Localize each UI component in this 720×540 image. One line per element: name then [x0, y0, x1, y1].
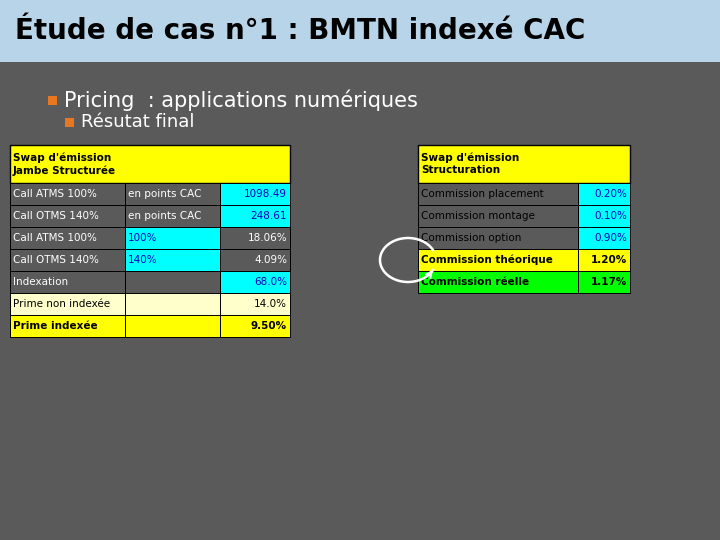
Bar: [418, 205, 578, 227]
Text: 0.10%: 0.10%: [594, 211, 627, 221]
Bar: [418, 249, 578, 271]
Text: 1.20%: 1.20%: [590, 255, 627, 265]
Text: Call ATMS 100%: Call ATMS 100%: [13, 233, 97, 243]
Text: Call OTMS 140%: Call OTMS 140%: [13, 211, 99, 221]
Text: 100%: 100%: [128, 233, 158, 243]
Bar: [220, 315, 290, 337]
Bar: [125, 271, 220, 293]
Bar: [418, 183, 578, 205]
Bar: [578, 205, 630, 227]
Text: Swap d'émission
Structuration: Swap d'émission Structuration: [421, 152, 519, 176]
Text: 1098.49: 1098.49: [244, 189, 287, 199]
Text: Prime indexée: Prime indexée: [13, 321, 98, 331]
Text: 1.17%: 1.17%: [590, 277, 627, 287]
Text: en points CAC: en points CAC: [128, 189, 202, 199]
Bar: [10, 145, 290, 183]
Bar: [10, 205, 125, 227]
Text: 9.50%: 9.50%: [251, 321, 287, 331]
Text: Commission réelle: Commission réelle: [421, 277, 529, 287]
Bar: [10, 315, 125, 337]
Bar: [125, 249, 220, 271]
Bar: [220, 249, 290, 271]
Text: Commission théorique: Commission théorique: [421, 255, 553, 265]
Text: en points CAC: en points CAC: [128, 211, 202, 221]
Text: 0.20%: 0.20%: [594, 189, 627, 199]
Bar: [220, 227, 290, 249]
Bar: [125, 227, 220, 249]
Bar: [220, 183, 290, 205]
Bar: [10, 227, 125, 249]
Bar: [65, 118, 74, 126]
Text: 68.0%: 68.0%: [254, 277, 287, 287]
Text: Swap d'émission
Jambe Structurée: Swap d'émission Jambe Structurée: [13, 152, 116, 176]
Bar: [125, 315, 220, 337]
Text: 18.06%: 18.06%: [248, 233, 287, 243]
Text: Commission placement: Commission placement: [421, 189, 544, 199]
Text: Call OTMS 140%: Call OTMS 140%: [13, 255, 99, 265]
Text: Pricing  : applications numériques: Pricing : applications numériques: [64, 89, 418, 111]
Text: Indexation: Indexation: [13, 277, 68, 287]
Bar: [48, 96, 57, 105]
Bar: [418, 227, 578, 249]
Text: 140%: 140%: [128, 255, 158, 265]
Bar: [578, 227, 630, 249]
Bar: [10, 249, 125, 271]
Bar: [578, 249, 630, 271]
Bar: [220, 293, 290, 315]
Bar: [220, 205, 290, 227]
Text: 0.90%: 0.90%: [594, 233, 627, 243]
Bar: [125, 205, 220, 227]
Text: 4.09%: 4.09%: [254, 255, 287, 265]
Text: Commission option: Commission option: [421, 233, 521, 243]
Bar: [10, 271, 125, 293]
Bar: [10, 183, 125, 205]
Bar: [578, 271, 630, 293]
Bar: [125, 293, 220, 315]
Text: Prime non indexée: Prime non indexée: [13, 299, 110, 309]
Bar: [10, 293, 125, 315]
Bar: [418, 145, 630, 183]
Text: Call ATMS 100%: Call ATMS 100%: [13, 189, 97, 199]
Text: Commission montage: Commission montage: [421, 211, 535, 221]
Bar: [125, 183, 220, 205]
Text: 248.61: 248.61: [251, 211, 287, 221]
Bar: [220, 271, 290, 293]
Text: 14.0%: 14.0%: [254, 299, 287, 309]
Bar: [578, 183, 630, 205]
Text: Résutat final: Résutat final: [81, 113, 194, 131]
Bar: [0, 0, 720, 62]
Text: Étude de cas n°1 : BMTN indexé CAC: Étude de cas n°1 : BMTN indexé CAC: [15, 17, 585, 45]
Bar: [418, 271, 578, 293]
